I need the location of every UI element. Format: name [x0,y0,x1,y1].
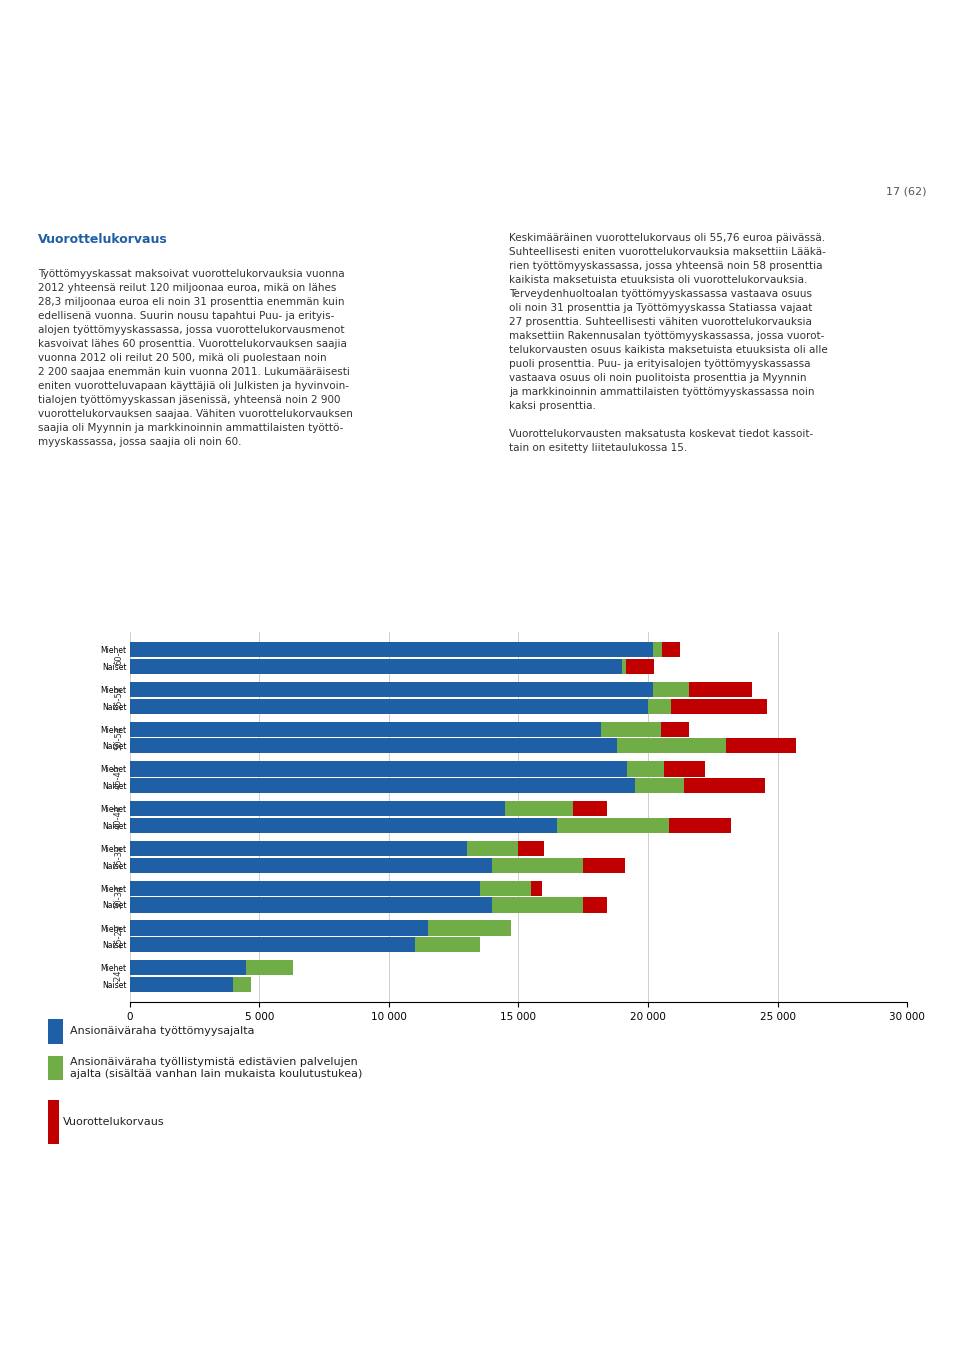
Bar [130,897,492,912]
Bar [622,659,626,674]
Text: 30-34: 30-34 [114,885,123,909]
Text: Työttömyyskassat maksoivat vuorottelukorvauksia vuonna
2012 yhteensä reilut 120 : Työttömyyskassat maksoivat vuorottelukor… [38,269,353,447]
FancyBboxPatch shape [48,1056,62,1080]
Bar [663,761,705,776]
Bar [653,642,662,658]
Bar [480,881,532,896]
Text: Vuorottelukorvaus: Vuorottelukorvaus [63,1116,165,1127]
Bar [130,682,653,697]
Bar [130,960,247,975]
Text: Vuorottelukorvaus: Vuorottelukorvaus [38,233,168,246]
Bar [130,818,557,833]
Bar [130,937,415,952]
Bar [415,937,480,952]
Bar [726,738,796,753]
Bar [518,841,544,855]
Text: FINANSSIVALVONTA: FINANSSIVALVONTA [38,1282,169,1295]
Bar [684,779,764,794]
Bar [584,858,625,873]
Bar [669,818,731,833]
Bar [130,920,428,936]
Text: 50-54: 50-54 [114,725,123,749]
Bar [130,976,233,993]
Text: 35-39: 35-39 [114,845,123,869]
Bar [130,642,653,658]
Bar [130,698,648,714]
Bar [601,722,660,737]
Text: 55-59: 55-59 [114,686,123,710]
Text: FINANSINSPEKTIONEN: FINANSINSPEKTIONEN [38,1305,187,1318]
Bar [233,976,252,993]
Bar [648,698,671,714]
Bar [626,659,655,674]
Bar [130,841,467,855]
Text: Ansioпäiväraha työttömyysajalta: Ansioпäiväraha työttömyysajalta [69,1026,254,1036]
Bar [627,761,663,776]
Text: Työttömyyskassat 2012: Työttömyyskassat 2012 [38,44,482,77]
Text: 60-: 60- [114,651,123,664]
Bar [573,802,607,816]
Bar [130,802,506,816]
Text: -24: -24 [114,970,123,983]
Bar [247,960,293,975]
Bar [557,818,669,833]
Text: 17 (62): 17 (62) [886,187,926,196]
Bar [492,897,584,912]
Bar [617,738,726,753]
Bar [636,779,684,794]
Text: 13.9.2013: 13.9.2013 [38,114,130,133]
Bar [428,920,511,936]
Text: FINANCIAL SUPERVISORY AUTHORITY: FINANCIAL SUPERVISORY AUTHORITY [38,1329,204,1338]
Bar [130,761,627,776]
Bar [506,802,573,816]
Bar [130,722,601,737]
Bar [689,682,752,697]
Bar [130,659,622,674]
FancyBboxPatch shape [48,1020,62,1044]
Bar [671,698,767,714]
Bar [662,642,681,658]
Bar [492,858,584,873]
Text: Ansioпäiväraha työllistymistä edistävien palvelujen
ajalta (sisältää vanhan lain: Ansioпäiväraha työllistymistä edistävien… [69,1057,362,1079]
FancyBboxPatch shape [48,1100,59,1145]
Bar [130,779,636,794]
Bar [130,858,492,873]
Bar [532,881,541,896]
Bar [130,738,617,753]
Text: 25-29: 25-29 [114,924,123,948]
Bar [660,722,689,737]
Text: Kuvio 1. Työttömyyskassojen maksamien etuuksien saajat iän ja sukupuolen mukaan : Kuvio 1. Työttömyyskassojen maksamien et… [59,597,659,611]
Bar [584,897,607,912]
Text: 40-44: 40-44 [114,806,123,829]
Text: Keskimääräinen vuorottelukorvaus oli 55,76 euroa päivässä.
Suhteellisesti eniten: Keskimääräinen vuorottelukorvaus oli 55,… [509,233,828,453]
Bar [467,841,518,855]
Bar [130,881,480,896]
Bar [653,682,689,697]
Text: 45-49: 45-49 [114,765,123,790]
